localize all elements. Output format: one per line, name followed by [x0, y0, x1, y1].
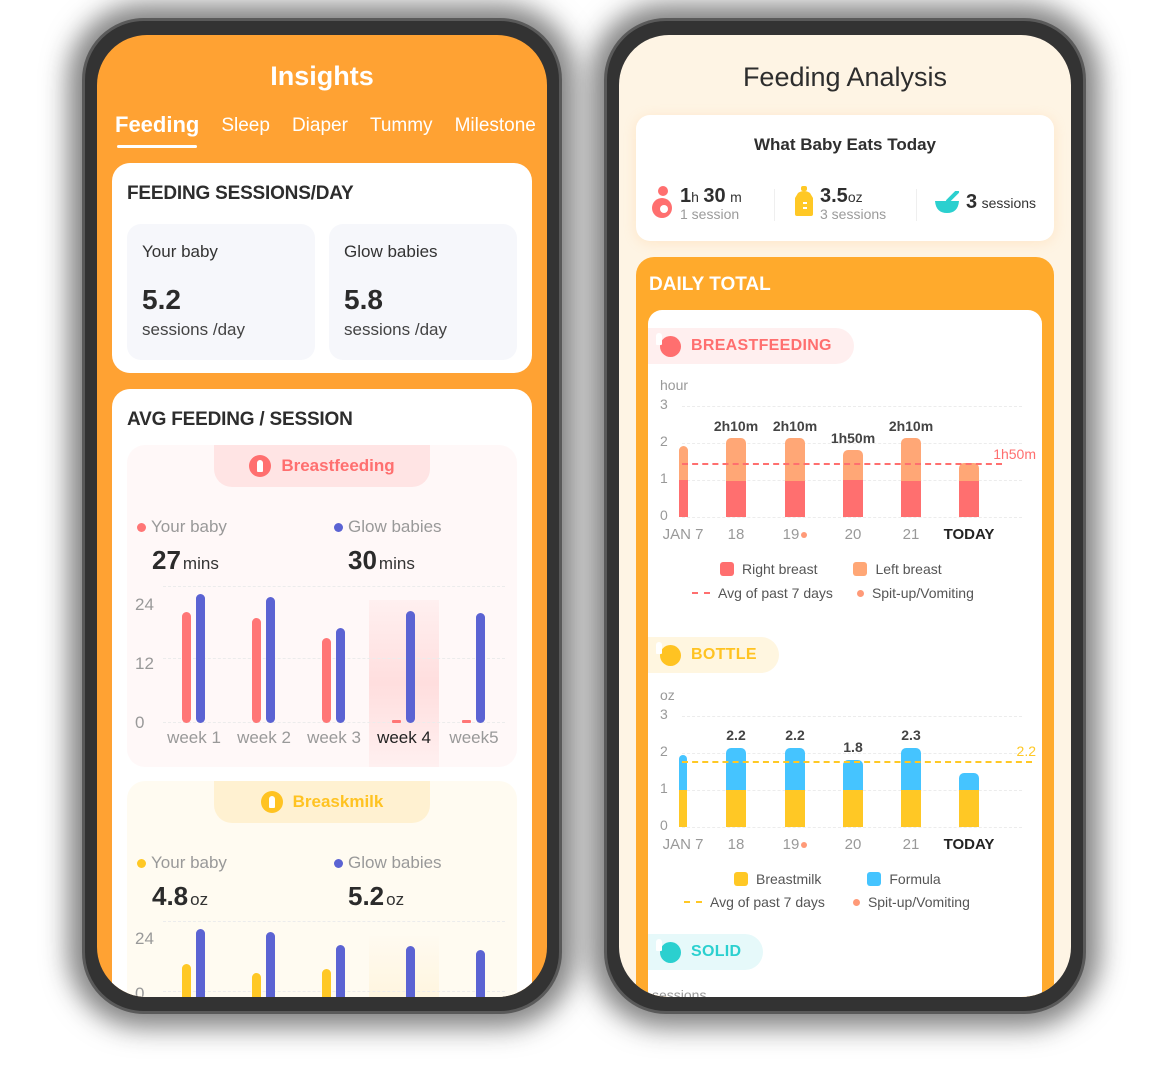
breastmilk-section: Breaskmilk Your baby Glow babies 4.8 oz 5… — [127, 781, 517, 997]
tab-tummy[interactable]: Tummy — [369, 115, 433, 136]
bar[interactable] — [252, 618, 261, 723]
stat-unit: sessions /day — [344, 320, 447, 339]
bar[interactable] — [322, 638, 331, 723]
bar[interactable] — [196, 929, 205, 997]
bar[interactable] — [406, 611, 415, 723]
bottle-icon — [260, 791, 283, 813]
legend-glow-babies: Glow babies — [334, 517, 442, 537]
stat-label: Glow babies — [344, 242, 438, 261]
glow-babies-value: 5.2 oz — [348, 881, 405, 911]
bowl-icon — [660, 941, 681, 963]
tab-feeding[interactable]: Feeding — [115, 112, 199, 148]
bar[interactable] — [182, 612, 191, 723]
today-summary-card: What Baby Eats Today 1h 30 m 1 session 3… — [636, 115, 1054, 241]
breastfeeding-weekly-chart: 24 12 0 week 1 week 2 week 3 w — [127, 445, 517, 767]
category-tabs: Feeding Sleep Diaper Tummy Milestone — [115, 112, 547, 148]
legend: Breastmilk Formula — [734, 871, 941, 887]
breastmilk-pill: Breaskmilk — [214, 781, 430, 823]
insights-screen: Insights Feeding Sleep Diaper Tummy Mile… — [97, 35, 547, 997]
stat-label: Your baby — [142, 242, 218, 261]
glow-babies-value: 30 mins — [348, 545, 415, 575]
legend-your-baby: Your baby — [137, 853, 227, 873]
glow-babies-stat: Glow babies 5.8 sessions /day — [329, 224, 517, 360]
bar[interactable] — [785, 748, 805, 827]
card-title: AVG FEEDING / SESSION — [127, 409, 353, 430]
stat-unit: sessions /day — [142, 320, 245, 339]
stat-value: 5.8 — [344, 284, 383, 315]
bar[interactable] — [406, 946, 415, 997]
breastfeeding-summary: 1h 30 m 1 session — [652, 185, 742, 222]
bottle-summary: 3.5oz 3 sessions — [794, 185, 886, 222]
avg-feeding-card: AVG FEEDING / SESSION Breastfeeding Your… — [112, 389, 532, 997]
breastmilk-weekly-chart: 24 0 — [127, 781, 517, 997]
bar[interactable] — [476, 950, 485, 997]
page-title: Insights — [270, 61, 374, 91]
phone-insights: Insights Feeding Sleep Diaper Tummy Mile… — [82, 18, 562, 1014]
bar[interactable] — [252, 973, 261, 997]
bar[interactable] — [726, 438, 746, 517]
bowl-icon — [935, 191, 959, 213]
bar[interactable] — [336, 945, 345, 997]
bottle-tag: BOTTLE — [648, 637, 779, 673]
section-title: DAILY TOTAL — [649, 274, 771, 295]
daily-total-panel: DAILY TOTAL BREASTFEEDING hour 3 2 1 0 2… — [636, 257, 1054, 997]
card-title: What Baby Eats Today — [754, 135, 936, 154]
nursing-icon — [660, 335, 681, 357]
card-title: FEEDING SESSIONS/DAY — [127, 183, 354, 204]
phone-feeding-analysis: Feeding Analysis What Baby Eats Today 1h… — [604, 18, 1086, 1014]
your-baby-value: 4.8 oz — [152, 881, 209, 911]
avg-line — [682, 463, 1002, 465]
week-highlight — [369, 600, 439, 767]
breastfeeding-tag: BREASTFEEDING — [648, 328, 854, 364]
bar[interactable] — [462, 720, 471, 723]
solid-summary: 3 sessions — [934, 191, 1036, 215]
bar[interactable] — [266, 932, 275, 997]
bar[interactable] — [901, 748, 921, 827]
legend-your-baby: Your baby — [137, 517, 227, 537]
daily-total-charts[interactable]: BREASTFEEDING hour 3 2 1 0 2h10m 2h10m 1… — [648, 310, 1042, 997]
bottle-icon — [795, 186, 813, 216]
bar[interactable] — [901, 438, 921, 517]
bottle-icon — [660, 644, 681, 666]
pill-label: Breastfeeding — [281, 456, 395, 475]
bar[interactable] — [679, 755, 687, 827]
bar[interactable] — [843, 760, 863, 827]
bar[interactable] — [679, 446, 688, 517]
bar[interactable] — [336, 628, 345, 723]
bar[interactable] — [266, 597, 275, 723]
bar[interactable] — [843, 450, 863, 517]
tab-sleep[interactable]: Sleep — [221, 115, 270, 136]
legend: Right breast Left breast — [720, 561, 942, 577]
avg-line — [682, 761, 1032, 763]
week-highlight — [369, 936, 439, 997]
legend: Avg of past 7 days Spit-up/Vomiting — [692, 585, 974, 601]
your-baby-value: 27 mins — [152, 545, 219, 575]
bar[interactable] — [476, 613, 485, 723]
spit-up-dot — [801, 532, 808, 539]
bar[interactable] — [959, 773, 979, 827]
breastfeeding-icon — [249, 455, 272, 477]
bar[interactable] — [959, 463, 979, 517]
analysis-screen: Feeding Analysis What Baby Eats Today 1h… — [619, 35, 1071, 997]
page-title: Feeding Analysis — [742, 62, 948, 92]
breastfeeding-section: Breastfeeding Your baby Glow babies 27 mi… — [127, 445, 517, 767]
legend-glow-babies: Glow babies — [334, 853, 442, 873]
pill-label: Breaskmilk — [292, 792, 384, 811]
bar[interactable] — [392, 720, 401, 723]
stat-value: 5.2 — [142, 284, 181, 315]
bar[interactable] — [182, 964, 191, 997]
tab-milestone[interactable]: Milestone — [454, 115, 536, 136]
spit-up-dot — [801, 842, 808, 849]
legend: Avg of past 7 days Spit-up/Vomiting — [684, 894, 970, 910]
feeding-sessions-card: FEEDING SESSIONS/DAY Your baby 5.2 sessi… — [112, 163, 532, 373]
bar[interactable] — [726, 748, 746, 827]
tab-diaper[interactable]: Diaper — [291, 115, 348, 136]
nursing-icon — [652, 186, 672, 218]
bar[interactable] — [196, 594, 205, 723]
your-baby-stat: Your baby 5.2 sessions /day — [127, 224, 315, 360]
solid-tag: SOLID — [648, 934, 764, 970]
bar[interactable] — [322, 969, 331, 997]
bar[interactable] — [785, 438, 805, 517]
breastfeeding-pill: Breastfeeding — [214, 445, 430, 487]
